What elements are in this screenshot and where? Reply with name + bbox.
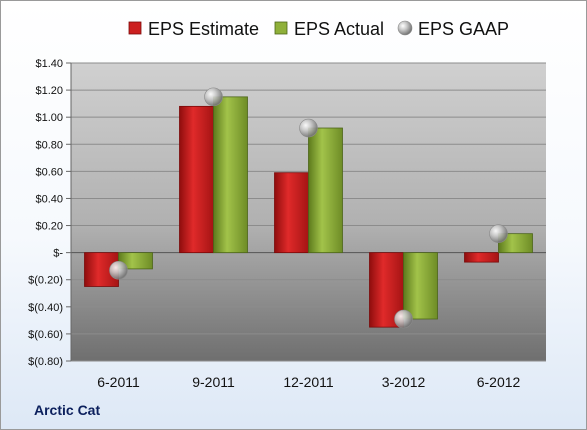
eps-gaap-marker <box>109 260 128 280</box>
eps-gaap-marker <box>489 224 508 243</box>
eps-estimate-bar <box>179 105 214 254</box>
y-tick-label: $1.20 <box>35 85 63 97</box>
eps-gaap-marker <box>204 87 223 107</box>
eps-actual-bar <box>118 252 153 270</box>
eps-actual-bar <box>403 252 438 320</box>
x-tick-label: 9-2011 <box>192 374 235 390</box>
legend-swatch <box>128 21 142 35</box>
x-tick-label: 6-2011 <box>97 374 140 390</box>
y-tick-label: $1.40 <box>35 58 63 70</box>
eps-actual-bar <box>498 233 533 254</box>
legend: EPS Estimate EPS Actual EPS GAAP <box>128 19 509 39</box>
eps-gaap-marker <box>299 118 318 138</box>
y-tick-label: $0.40 <box>35 193 63 205</box>
y-tick-label: $0.20 <box>35 221 63 233</box>
y-tick-label: $(0.80) <box>28 356 63 368</box>
company-label: Arctic Cat <box>34 402 101 418</box>
y-tick-label: $1.00 <box>35 112 63 124</box>
eps-estimate-bar <box>464 252 499 263</box>
y-tick-label: $(0.60) <box>28 329 63 341</box>
eps-estimate-bar <box>274 172 309 254</box>
eps-actual-bar <box>213 96 248 254</box>
y-tick-label: $0.60 <box>35 166 63 178</box>
legend-swatch <box>274 21 288 35</box>
x-tick-label: 6-2012 <box>477 374 521 390</box>
eps-actual-bar <box>308 127 343 254</box>
legend-label: EPS GAAP <box>418 19 509 39</box>
legend-label: EPS Estimate <box>148 19 259 39</box>
y-tick-label: $(0.40) <box>28 302 63 314</box>
legend-label: EPS Actual <box>294 19 384 39</box>
y-tick-label: $- <box>53 248 63 260</box>
x-tick-label: 12-2011 <box>283 374 334 390</box>
y-tick-label: $0.80 <box>35 139 63 151</box>
eps-gaap-marker <box>394 309 413 329</box>
y-tick-label: $(0.20) <box>28 275 63 287</box>
x-tick-label: 3-2012 <box>382 374 426 390</box>
legend-swatch <box>397 20 413 36</box>
